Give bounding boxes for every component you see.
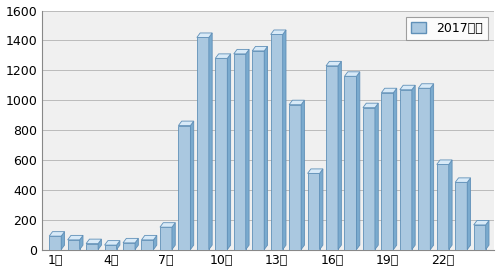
Bar [68,240,80,250]
Bar [382,93,394,250]
Polygon shape [270,30,286,34]
Polygon shape [430,84,434,250]
Bar [326,66,338,250]
Polygon shape [116,241,120,250]
Polygon shape [394,88,396,250]
Polygon shape [412,85,415,250]
Polygon shape [363,103,378,108]
Polygon shape [356,72,360,250]
Polygon shape [455,178,470,182]
Bar [216,58,228,250]
Polygon shape [49,232,64,236]
Bar [234,54,246,250]
Polygon shape [86,239,102,244]
Bar [437,164,449,250]
Polygon shape [282,30,286,250]
Bar [455,182,467,250]
Bar [160,227,172,250]
Bar [49,236,61,250]
Polygon shape [382,88,396,93]
Polygon shape [190,121,194,250]
Polygon shape [326,61,342,66]
Polygon shape [418,84,434,88]
Polygon shape [474,221,489,225]
Polygon shape [172,223,176,250]
Polygon shape [135,238,138,250]
Polygon shape [234,49,249,54]
Polygon shape [68,235,83,240]
Polygon shape [98,239,102,250]
Bar [123,243,135,250]
Polygon shape [154,235,157,250]
Polygon shape [252,46,268,51]
Bar [270,34,282,250]
Polygon shape [104,241,120,245]
Bar [400,90,412,250]
Bar [308,173,320,250]
Bar [289,105,301,250]
Polygon shape [246,49,249,250]
Polygon shape [308,169,323,173]
Bar [197,37,209,250]
Polygon shape [160,223,176,227]
Bar [474,225,486,250]
Bar [252,51,264,250]
Polygon shape [123,238,138,243]
Polygon shape [437,160,452,164]
Polygon shape [467,178,470,250]
Polygon shape [197,33,212,37]
Bar [363,108,375,250]
Polygon shape [178,121,194,126]
Polygon shape [338,61,342,250]
Bar [86,244,98,250]
Polygon shape [344,72,360,76]
Polygon shape [400,85,415,90]
Bar [178,126,190,250]
Polygon shape [228,54,230,250]
Bar [142,240,154,250]
Polygon shape [320,169,323,250]
Polygon shape [264,46,268,250]
Polygon shape [449,160,452,250]
Bar [344,76,356,250]
Polygon shape [80,235,83,250]
Polygon shape [375,103,378,250]
Polygon shape [289,100,304,105]
Polygon shape [209,33,212,250]
Bar [418,88,430,250]
Legend: 2017年度: 2017年度 [406,17,488,40]
Polygon shape [216,54,230,58]
Polygon shape [301,100,304,250]
Polygon shape [61,232,64,250]
Bar [104,245,117,250]
Polygon shape [142,235,157,240]
Polygon shape [486,221,489,250]
